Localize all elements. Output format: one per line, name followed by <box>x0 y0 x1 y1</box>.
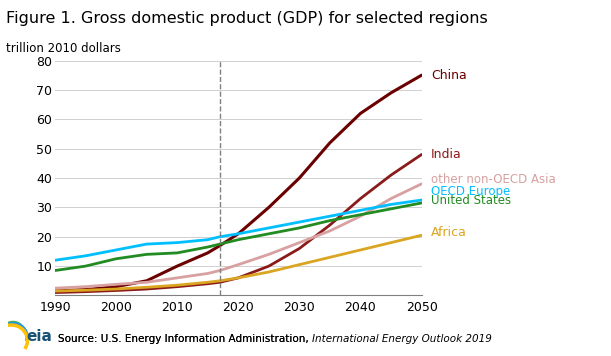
Text: Africa: Africa <box>431 226 467 239</box>
Text: Source: U.S. Energy Information Administration,: Source: U.S. Energy Information Administ… <box>58 334 312 344</box>
Text: India: India <box>431 148 461 161</box>
Text: International Energy Outlook 2019: International Energy Outlook 2019 <box>312 334 492 344</box>
Text: other non-OECD Asia: other non-OECD Asia <box>431 173 555 186</box>
Text: China: China <box>431 69 467 82</box>
Text: eia: eia <box>26 329 53 344</box>
Text: Source: U.S. Energy Information Administration,: Source: U.S. Energy Information Administ… <box>58 334 312 344</box>
Text: Source: U.S. Energy Information Administration,: Source: U.S. Energy Information Administ… <box>0 355 1 356</box>
Text: United States: United States <box>431 194 511 206</box>
Text: OECD Europe: OECD Europe <box>431 185 510 198</box>
Text: trillion 2010 dollars: trillion 2010 dollars <box>6 42 121 55</box>
Text: Figure 1. Gross domestic product (GDP) for selected regions: Figure 1. Gross domestic product (GDP) f… <box>6 11 488 26</box>
